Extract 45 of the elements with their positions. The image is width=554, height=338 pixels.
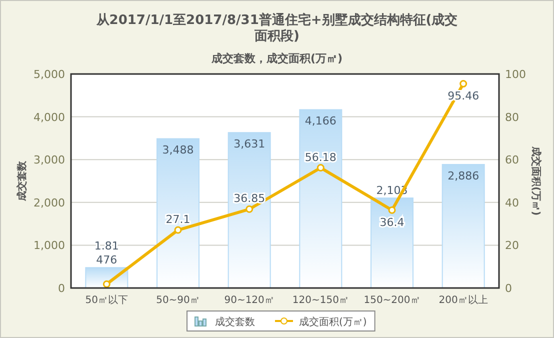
y2-tick-label: 0: [505, 282, 512, 295]
x-tick-label: 50~90㎡: [156, 295, 200, 306]
point: [316, 164, 324, 172]
x-tick-label: 120~150㎡: [292, 295, 349, 306]
bar: [228, 132, 271, 288]
point: [246, 205, 254, 213]
bar: [299, 109, 342, 288]
x-tick-label: 200㎡以上: [438, 294, 488, 306]
data-label: 56.18: [304, 150, 336, 164]
data-label: 476: [96, 254, 118, 267]
y2-tick-label: 60: [505, 154, 519, 167]
data-label: 1.81: [94, 240, 119, 253]
x-tick-label: 50㎡以下: [85, 294, 128, 306]
y-tick-label: 2,000: [34, 196, 65, 210]
point: [174, 226, 182, 234]
y-tick-label: 1,000: [34, 239, 65, 252]
chart-title: 从2017/1/1至2017/8/31普通住宅+别墅成交结构特征(成交面积段): [95, 13, 459, 45]
data-label: 3,631: [234, 138, 266, 151]
bar: [156, 138, 200, 288]
y-tick-label: 3,000: [34, 154, 65, 167]
legend-label: 成交面积(万㎡): [299, 316, 367, 328]
y2-tick-label: 80: [505, 110, 519, 124]
bar: [442, 164, 485, 288]
data-label: 27.1: [166, 213, 190, 226]
y-tick-label: 4,000: [34, 110, 65, 124]
legend-label: 成交套数: [215, 316, 255, 328]
data-label: 3,488: [162, 144, 194, 157]
data-label: 36.4: [380, 216, 404, 230]
data-label: 36.85: [234, 192, 266, 206]
y2-tick-label: 100: [505, 68, 526, 81]
x-tick-label: 150~200㎡: [364, 295, 420, 306]
point: [388, 206, 396, 214]
point: [460, 80, 468, 88]
y2-tick-label: 40: [505, 196, 519, 210]
y2-axis-title: 成交面积(万㎡): [530, 145, 542, 216]
y2-tick-label: 20: [505, 239, 519, 252]
data-label: 2,886: [448, 169, 480, 182]
y-tick-label: 0: [58, 282, 65, 295]
y-tick-label: 5,000: [34, 68, 65, 81]
x-tick-label: 90~120㎡: [224, 295, 274, 306]
y-axis-title: 成交套数: [16, 160, 28, 202]
data-label: 4,166: [304, 114, 336, 128]
bar: [370, 197, 414, 288]
chart-subtitle: 成交套数，成交面积(万㎡): [210, 51, 344, 66]
point: [102, 280, 110, 288]
